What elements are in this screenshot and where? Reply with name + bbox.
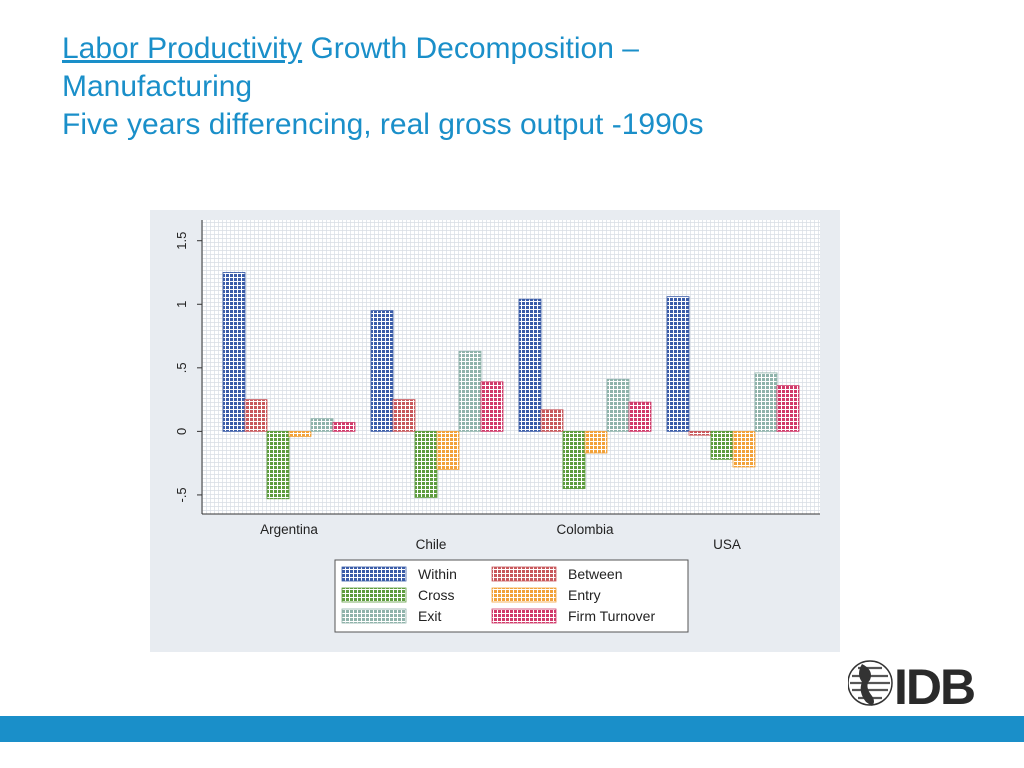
- bar-cross-usa: [710, 430, 734, 460]
- y-tick-label: 1: [174, 301, 189, 308]
- title-line-2: Manufacturing: [62, 70, 253, 103]
- title-line-1: Labor Productivity Growth Decomposition …: [62, 30, 962, 68]
- slide-subtitle: Five years differencing, real gross outp…: [62, 108, 704, 141]
- legend-swatch: [491, 566, 557, 582]
- bar-entry-argentina: [288, 430, 312, 437]
- bar-between-argentina: [244, 399, 268, 432]
- bar-between-colombia: [540, 409, 564, 432]
- y-tick-label: 1.5: [174, 232, 189, 250]
- legend-swatch: [341, 566, 407, 582]
- legend-label: Firm Turnover: [568, 608, 655, 624]
- bar-within-colombia: [518, 298, 542, 432]
- x-category-label: Chile: [416, 537, 447, 552]
- x-category-label: Argentina: [260, 522, 318, 537]
- legend-label: Between: [568, 566, 622, 582]
- bar-firm-turnover-chile: [480, 381, 504, 432]
- bar-firm-turnover-usa: [776, 385, 800, 432]
- legend-swatch: [341, 587, 407, 603]
- bar-chart: -.5 0 .5 1 1.5 Argentina Chile Colombia USA Withi…: [174, 220, 820, 633]
- bar-entry-chile: [436, 430, 460, 470]
- logo-text: IDB: [894, 659, 974, 710]
- bar-exit-chile: [458, 350, 482, 432]
- plot-area: [202, 220, 820, 514]
- bar-firm-turnover-argentina: [332, 422, 356, 432]
- legend-label: Within: [418, 566, 457, 582]
- title-rest: Growth Decomposition –: [302, 32, 639, 65]
- y-tick-label: 0: [174, 428, 189, 435]
- footer-bar: [0, 716, 1024, 742]
- legend-label: Cross: [418, 587, 455, 603]
- x-category-label: Colombia: [556, 522, 614, 537]
- bar-between-chile: [392, 399, 416, 432]
- y-tick-label: -.5: [174, 487, 189, 502]
- bar-exit-colombia: [606, 378, 630, 432]
- legend-label: Exit: [418, 608, 441, 624]
- bar-cross-colombia: [562, 430, 586, 489]
- legend-swatch: [491, 608, 557, 624]
- y-tick-label: .5: [174, 362, 189, 373]
- bar-exit-usa: [754, 372, 778, 432]
- chart-panel: -.5 0 .5 1 1.5 Argentina Chile Colombia USA Withi…: [150, 210, 840, 652]
- bar-entry-usa: [732, 430, 756, 468]
- globe-icon: [847, 660, 893, 706]
- bar-cross-chile: [414, 430, 438, 498]
- slide-title: Labor Productivity Growth Decomposition …: [62, 30, 962, 144]
- bar-between-usa: [688, 430, 712, 436]
- bar-within-argentina: [222, 272, 246, 432]
- bar-within-usa: [666, 296, 690, 432]
- bar-cross-argentina: [266, 430, 290, 500]
- title-link[interactable]: Labor Productivity: [62, 32, 303, 65]
- legend-swatch: [491, 587, 557, 603]
- x-category-label: USA: [713, 537, 741, 552]
- legend-label: Entry: [568, 587, 601, 603]
- idb-logo: IDB: [847, 656, 992, 715]
- bar-firm-turnover-colombia: [628, 401, 652, 432]
- bar-within-chile: [370, 310, 394, 432]
- bar-entry-colombia: [584, 430, 608, 454]
- bar-exit-argentina: [310, 418, 334, 432]
- legend-swatch: [341, 608, 407, 624]
